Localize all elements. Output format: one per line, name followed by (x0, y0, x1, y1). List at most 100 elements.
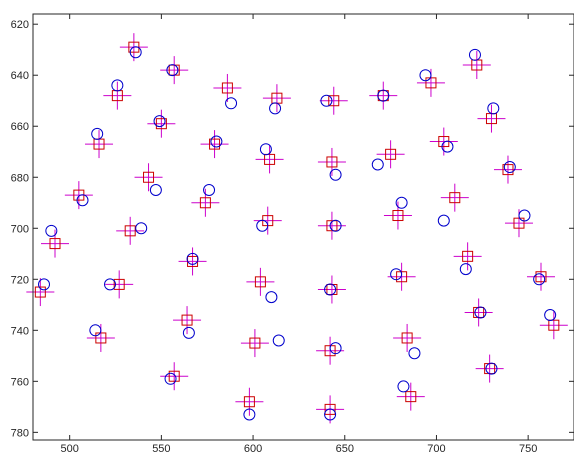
square-marker (326, 156, 338, 168)
circle-marker (441, 140, 454, 153)
square-cross-marker (387, 262, 416, 291)
square-marker (209, 138, 221, 150)
circle-marker (324, 283, 337, 296)
square-marker (462, 250, 474, 262)
square-marker (401, 332, 413, 344)
x-tick-label: 600 (244, 443, 262, 452)
square-cross-marker (493, 155, 522, 184)
circle-marker (544, 309, 557, 322)
square-cross-marker (41, 229, 70, 258)
square-cross-marker (85, 130, 114, 159)
square-cross-marker (134, 163, 163, 192)
square-cross-marker (317, 147, 346, 176)
circle-marker (153, 115, 166, 128)
square-cross-marker (539, 311, 568, 340)
square-cross-marker (26, 278, 55, 307)
square-cross-marker (235, 387, 264, 416)
square-marker (95, 332, 107, 344)
square-marker (249, 337, 261, 349)
y-tick-label: 660 (11, 121, 29, 133)
circle-marker (259, 143, 272, 156)
y-tick-label: 700 (11, 223, 29, 235)
square-cross-marker (316, 336, 345, 365)
circle-marker (533, 273, 546, 286)
y-tick-label: 620 (11, 19, 29, 31)
circle-marker (76, 194, 89, 207)
square-cross-marker (160, 362, 189, 391)
square-marker (328, 95, 340, 107)
circle-marker (329, 342, 342, 355)
square-marker (324, 403, 336, 415)
circle-marker (390, 268, 403, 281)
square-cross-marker (200, 130, 229, 159)
square-cross-marker (178, 247, 207, 276)
circle-marker (468, 48, 481, 61)
circle-marker (210, 135, 223, 148)
y-tick-label: 780 (11, 427, 29, 439)
square-cross-marker (105, 270, 134, 299)
square-cross-marker (116, 216, 145, 245)
circle-marker (485, 362, 498, 375)
circle-marker (371, 158, 384, 171)
square-cross-marker (147, 109, 176, 138)
square-cross-marker (396, 382, 425, 411)
circle-marker (269, 102, 282, 115)
square-cross-marker (376, 140, 405, 169)
y-tick-label: 680 (11, 172, 29, 184)
square-cross-marker (191, 188, 220, 217)
square-cross-marker (526, 262, 555, 291)
square-marker (264, 153, 276, 165)
circle-marker (243, 408, 256, 421)
square-marker (535, 271, 547, 283)
square-marker (405, 391, 417, 403)
square-cross-marker (475, 354, 504, 383)
square-cross-marker (240, 329, 269, 358)
x-tick-label: 750 (519, 443, 537, 452)
square-marker (221, 82, 233, 94)
square-cross-marker (477, 104, 506, 133)
circle-marker (437, 214, 450, 227)
square-cross-marker (173, 306, 202, 335)
square-cross-marker (369, 81, 398, 110)
circle-marker (91, 127, 104, 140)
square-cross-marker (103, 81, 132, 110)
y-tick-label: 720 (11, 274, 29, 286)
plot-frame (32, 13, 574, 441)
circle-marker (203, 184, 216, 197)
circle-marker (166, 64, 179, 77)
circle-marker (186, 252, 199, 265)
square-cross-marker (213, 73, 242, 102)
circle-marker (329, 219, 342, 232)
square-marker (49, 238, 61, 250)
circle-marker (38, 278, 51, 291)
circle-marker (272, 334, 285, 347)
x-tick-label: 550 (152, 443, 170, 452)
circle-marker (474, 306, 487, 319)
square-marker (243, 396, 255, 408)
square-marker (513, 217, 525, 229)
circle-marker (329, 168, 342, 181)
square-marker (113, 278, 125, 290)
square-marker (143, 171, 155, 183)
circle-marker (135, 222, 148, 235)
square-cross-marker (317, 211, 346, 240)
square-cross-marker (393, 323, 422, 352)
circle-marker (129, 46, 142, 59)
square-cross-marker (317, 275, 346, 304)
y-tick-label: 760 (11, 376, 29, 388)
y-tick-label: 640 (11, 70, 29, 82)
square-cross-marker (453, 242, 482, 271)
square-marker (548, 319, 560, 331)
square-cross-marker (255, 145, 284, 174)
square-marker (155, 118, 167, 130)
circle-marker (104, 278, 117, 291)
square-marker (181, 314, 193, 326)
x-tick-label: 650 (336, 443, 354, 452)
circle-marker (111, 79, 124, 92)
y-tick-label: 740 (11, 325, 29, 337)
circle-marker (265, 291, 278, 304)
square-cross-marker (464, 298, 493, 327)
square-marker (502, 164, 514, 176)
circle-marker (89, 324, 102, 337)
circle-marker (256, 219, 269, 232)
